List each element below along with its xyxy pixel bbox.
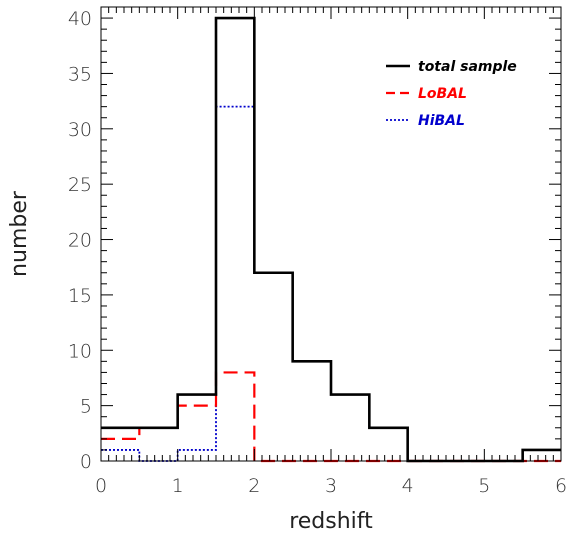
y-axis-title: number [7, 190, 32, 277]
y-tick-label: 40 [68, 8, 92, 30]
y-tick-label: 5 [80, 396, 92, 418]
y-tick-label: 35 [68, 63, 92, 85]
legend-label: total sample [418, 59, 517, 75]
ticks-layer: 0 1 2 3 4 5 6 0 5 10 15 20 25 30 35 40 [68, 6, 567, 497]
x-tick-label: 0 [95, 475, 107, 497]
y-tick-label: 30 [68, 119, 92, 141]
legend: total sample LoBAL HiBAL [386, 59, 517, 129]
series-line-total-sample [101, 16, 561, 463]
series-line-hibal [101, 105, 561, 462]
x-tick-label: 3 [325, 475, 337, 497]
y-tick-label: 20 [68, 230, 92, 252]
x-tick-label: 4 [402, 475, 414, 497]
x-axis-title: redshift [289, 509, 373, 534]
y-tick-label: 0 [80, 451, 92, 473]
y-tick-label: 25 [68, 174, 92, 196]
y-tick-label: 15 [68, 285, 92, 307]
legend-label: HiBAL [418, 113, 465, 129]
x-tick-label: 2 [248, 475, 260, 497]
series-layer [101, 16, 561, 463]
x-tick-label: 6 [555, 475, 567, 497]
legend-label: LoBAL [418, 86, 467, 102]
x-tick-label: 5 [478, 475, 490, 497]
x-tick-label: 1 [172, 475, 184, 497]
y-tick-label: 10 [68, 340, 92, 362]
